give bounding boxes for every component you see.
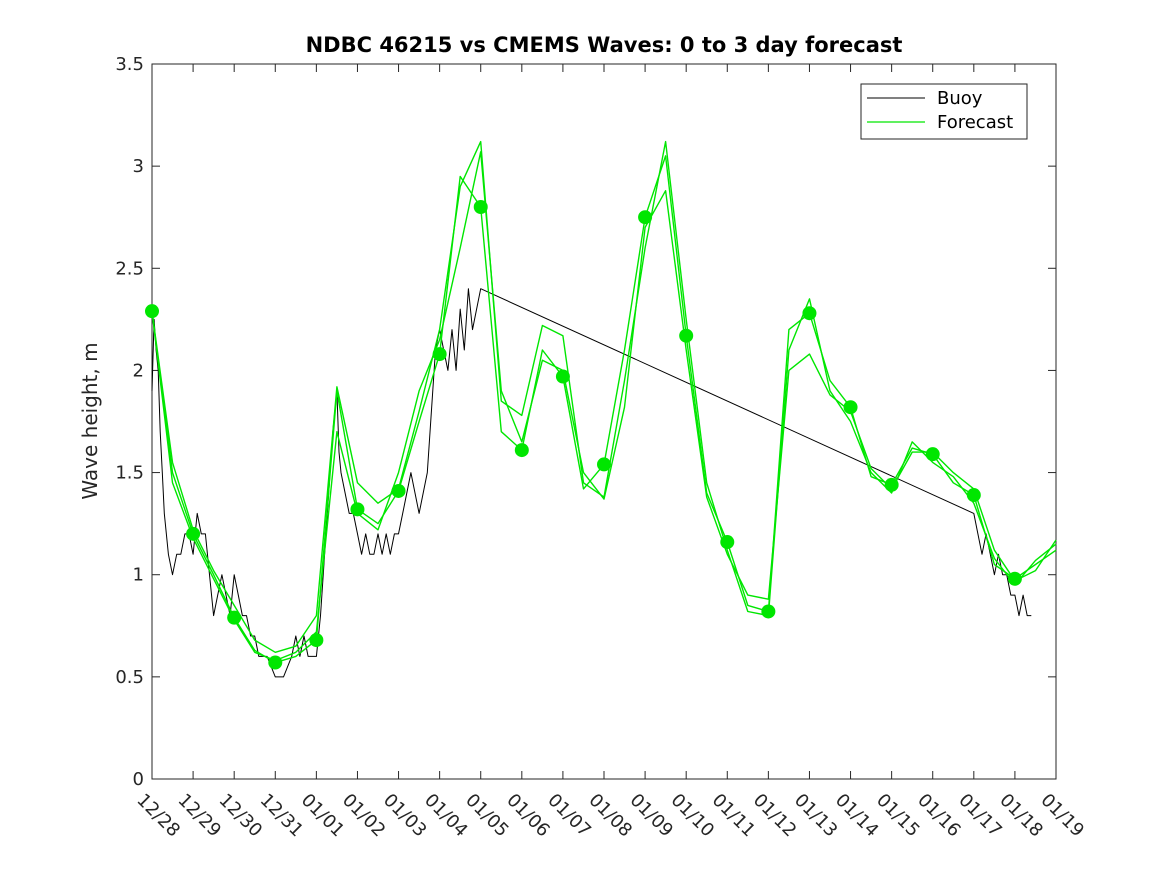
y-tick-label: 3.5 bbox=[115, 54, 144, 75]
forecast-marker bbox=[843, 400, 858, 415]
legend-box bbox=[860, 83, 1028, 140]
forecast-marker bbox=[720, 535, 735, 550]
y-tick-label: 1 bbox=[133, 565, 144, 586]
forecast-marker bbox=[884, 477, 899, 492]
forecast-marker bbox=[473, 200, 488, 214]
forecast-marker bbox=[966, 488, 981, 503]
forecast-marker bbox=[309, 633, 324, 648]
y-tick-label: 3 bbox=[133, 156, 144, 177]
forecast-marker bbox=[227, 610, 242, 625]
forecast-marker bbox=[514, 443, 529, 458]
forecast-marker bbox=[145, 304, 159, 319]
y-tick-label: 0.5 bbox=[115, 667, 144, 688]
y-tick-label: 0 bbox=[133, 769, 144, 790]
buoy-series-line bbox=[151, 288, 1032, 678]
marker-group bbox=[145, 200, 1022, 670]
forecast-marker bbox=[350, 502, 365, 517]
forecast-marker bbox=[186, 526, 201, 541]
forecast-marker bbox=[597, 457, 611, 472]
forecast-marker bbox=[268, 655, 283, 670]
legend-forecast-label: Forecast bbox=[937, 112, 1013, 133]
forecast-series-line-3 bbox=[151, 151, 1057, 662]
y-tick-label: 2.5 bbox=[115, 258, 144, 279]
plot-area bbox=[151, 63, 1057, 780]
y-tick-label: 1.5 bbox=[115, 463, 144, 484]
forecast-marker bbox=[761, 604, 776, 619]
chart-title: NDBC 46215 vs CMEMS Waves: 0 to 3 day fo… bbox=[306, 33, 903, 57]
forecast-marker bbox=[925, 447, 940, 462]
legend-buoy-label: Buoy bbox=[937, 88, 983, 109]
forecast-marker bbox=[679, 328, 694, 343]
legend: Buoy Forecast bbox=[860, 83, 1028, 140]
forecast-marker bbox=[1007, 571, 1022, 586]
forecast-marker bbox=[638, 210, 653, 225]
y-axis-label: Wave height, m bbox=[78, 342, 102, 499]
y-tick-label: 2 bbox=[133, 360, 144, 381]
forecast-marker bbox=[432, 347, 447, 362]
forecast-marker bbox=[802, 306, 817, 321]
forecast-marker bbox=[555, 369, 570, 384]
forecast-marker bbox=[391, 483, 406, 498]
